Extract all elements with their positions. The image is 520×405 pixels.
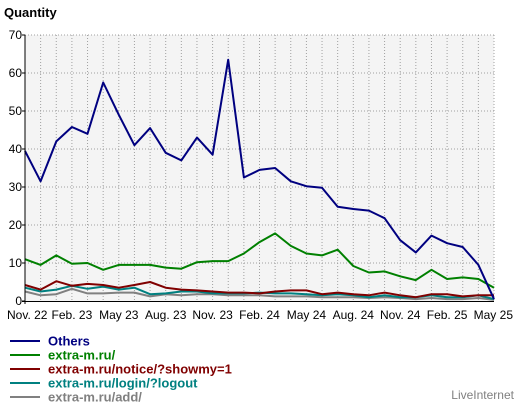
x-tick-labels: Nov. 22 Feb. 23 May 23 Aug. 23 Nov. 23 Feb. 2… (7, 308, 513, 322)
y-tick-label: 60 (9, 66, 23, 80)
x-tick-label: Nov. 23 (192, 308, 233, 322)
legend-label: Others (48, 334, 90, 349)
series-line-extra-m-ru-notice-showmy-1 (24, 280, 494, 299)
legend-label: extra-m.ru/notice/?showmy=1 (48, 362, 232, 377)
y-tick-label: 0 (15, 294, 22, 308)
x-tick-label: Feb. 24 (239, 308, 280, 322)
x-tick-label: Aug. 24 (333, 308, 375, 322)
x-tick-label: May 23 (99, 308, 139, 322)
y-tick-label: 10 (9, 256, 23, 270)
series-line-extra-m-ru-add (24, 287, 495, 301)
series-line-others (24, 58, 495, 300)
y-axis-label: Quantity (4, 5, 57, 20)
legend-label: extra-m.ru/ (48, 348, 116, 363)
x-tick-label: May 25 (474, 308, 514, 322)
x-tick-label: Nov. 24 (380, 308, 421, 322)
y-tick-labels: 0 10 20 30 40 50 60 70 (9, 28, 23, 308)
x-tick-label: Aug. 23 (145, 308, 187, 322)
x-tick-label: Feb. 23 (52, 308, 93, 322)
legend-label: extra-m.ru/add/ (48, 390, 142, 405)
x-tick-label: May 24 (287, 308, 327, 322)
axes (22, 34, 494, 304)
y-tick-label: 70 (9, 28, 23, 42)
series-lines (24, 58, 495, 301)
y-tick-label: 20 (9, 218, 23, 232)
legend: Othersextra-m.ru/extra-m.ru/notice/?show… (10, 334, 232, 405)
y-tick-label: 50 (9, 104, 23, 118)
y-tick-label: 40 (9, 142, 23, 156)
credit-label: LiveInternet (451, 388, 514, 402)
x-tick-label: Nov. 22 (7, 308, 48, 322)
y-tick-label: 30 (9, 180, 23, 194)
legend-label: extra-m.ru/login/?logout (48, 376, 198, 391)
x-tick-label: Feb. 25 (427, 308, 468, 322)
series-line-extra-m-ru (24, 232, 495, 289)
grid (25, 34, 495, 301)
